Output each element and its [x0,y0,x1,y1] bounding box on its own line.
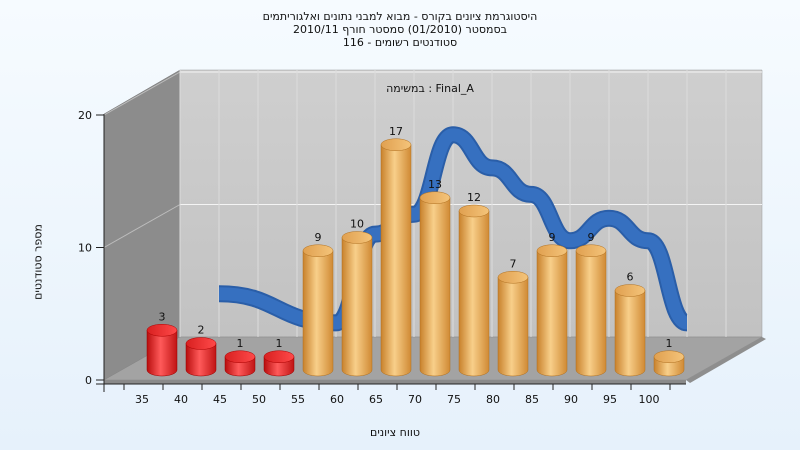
bar-top [575,244,607,257]
data-label: 7 [510,257,517,270]
bar-35 [146,324,178,377]
bar-body [185,343,217,377]
bar-body [146,330,178,377]
bar-top [263,350,295,363]
axes [96,114,686,392]
x-tick-label: 80 [486,393,500,406]
bar-top [653,350,685,363]
data-label: 9 [549,231,556,244]
y-tick-label: 0 [85,374,92,387]
bar-top [458,204,490,218]
right-floor-edge [686,337,766,383]
side-gridline [103,71,181,116]
x-tick-label: 55 [291,393,305,406]
x-tick-label: 35 [135,393,149,406]
bar-top [536,244,568,257]
x-tick-label: 40 [174,393,188,406]
bar-50 [263,350,295,377]
bar-body [380,144,412,377]
bar-body [419,197,451,377]
x-tick-label: 50 [252,393,266,406]
data-label: 13 [428,178,442,191]
bar-top [185,337,217,350]
bar-40 [185,337,217,377]
bar-top [419,191,451,204]
bar-body [302,250,334,377]
data-label: 6 [627,271,634,284]
x-tick-label: 95 [603,393,617,406]
bar-55 [302,244,334,377]
bar-top [224,350,256,363]
bar-65 [380,138,412,377]
data-label: 12 [467,191,481,204]
bar-top [302,244,334,257]
x-tick-label: 100 [639,393,660,406]
bar-body [458,210,490,377]
y-tick-label: 10 [78,242,92,255]
x-ticks: 35 40 45 50 55 60 65 70 75 80 85 90 95 100 [123,384,671,406]
data-label: 9 [588,231,595,244]
bar-body [341,237,373,377]
bar-95 [614,284,646,377]
bar-85 [536,244,568,377]
data-labels: 3 2 1 1 9 10 17 13 12 7 9 9 6 1 [159,125,673,350]
bar-top [614,284,646,297]
bar-body [614,290,646,377]
gridlines [103,70,762,337]
y-axis-label: מספר סטודנטים [31,224,45,300]
bar-70 [419,191,451,377]
data-label: 17 [389,125,403,138]
bar-top [146,324,178,337]
title-line-1: היסטוגרמת ציונים בקורס - מבוא למבני נתונ… [262,10,538,23]
y-tick-label: 20 [78,109,92,122]
bar-100 [653,350,685,377]
bar-body [536,250,568,377]
x-tick-label: 90 [564,393,578,406]
data-label: 9 [315,231,322,244]
bars [146,138,685,377]
data-label: 10 [350,218,364,231]
data-label: 1 [666,337,673,350]
x-tick-label: 65 [369,393,383,406]
x-tick-label: 70 [408,393,422,406]
bar-top [341,231,373,244]
data-label: 1 [276,337,283,350]
bar-90 [575,244,607,377]
bar-60 [341,231,373,377]
side-gridline [103,204,181,248]
data-label: 2 [198,324,205,337]
title-line-2: בסמסטר (01/2010) סמסטר חורף 2010/11 [293,23,507,36]
bar-top [380,138,412,151]
x-tick-label: 75 [447,393,461,406]
data-label: 1 [237,337,244,350]
bar-body [575,250,607,377]
task-label: Final_A : במשימה [386,82,474,95]
chart-title: היסטוגרמת ציונים בקורס - מבוא למבני נתונ… [0,10,800,49]
bar-top [497,271,529,284]
bar-75 [458,204,490,377]
x-tick-label: 60 [330,393,344,406]
bar-80 [497,271,529,377]
title-line-3: סטודנטים רשומים - 116 [342,36,458,49]
y-ticks: 0 10 20 [78,109,104,387]
x-axis-label: טווח ציונים [370,426,420,439]
bar-45 [224,350,256,377]
floor-edge [104,380,686,384]
data-label: 3 [159,310,166,323]
bar-body [497,277,529,377]
x-tick-label: 45 [213,393,227,406]
x-tick-label: 85 [525,393,539,406]
